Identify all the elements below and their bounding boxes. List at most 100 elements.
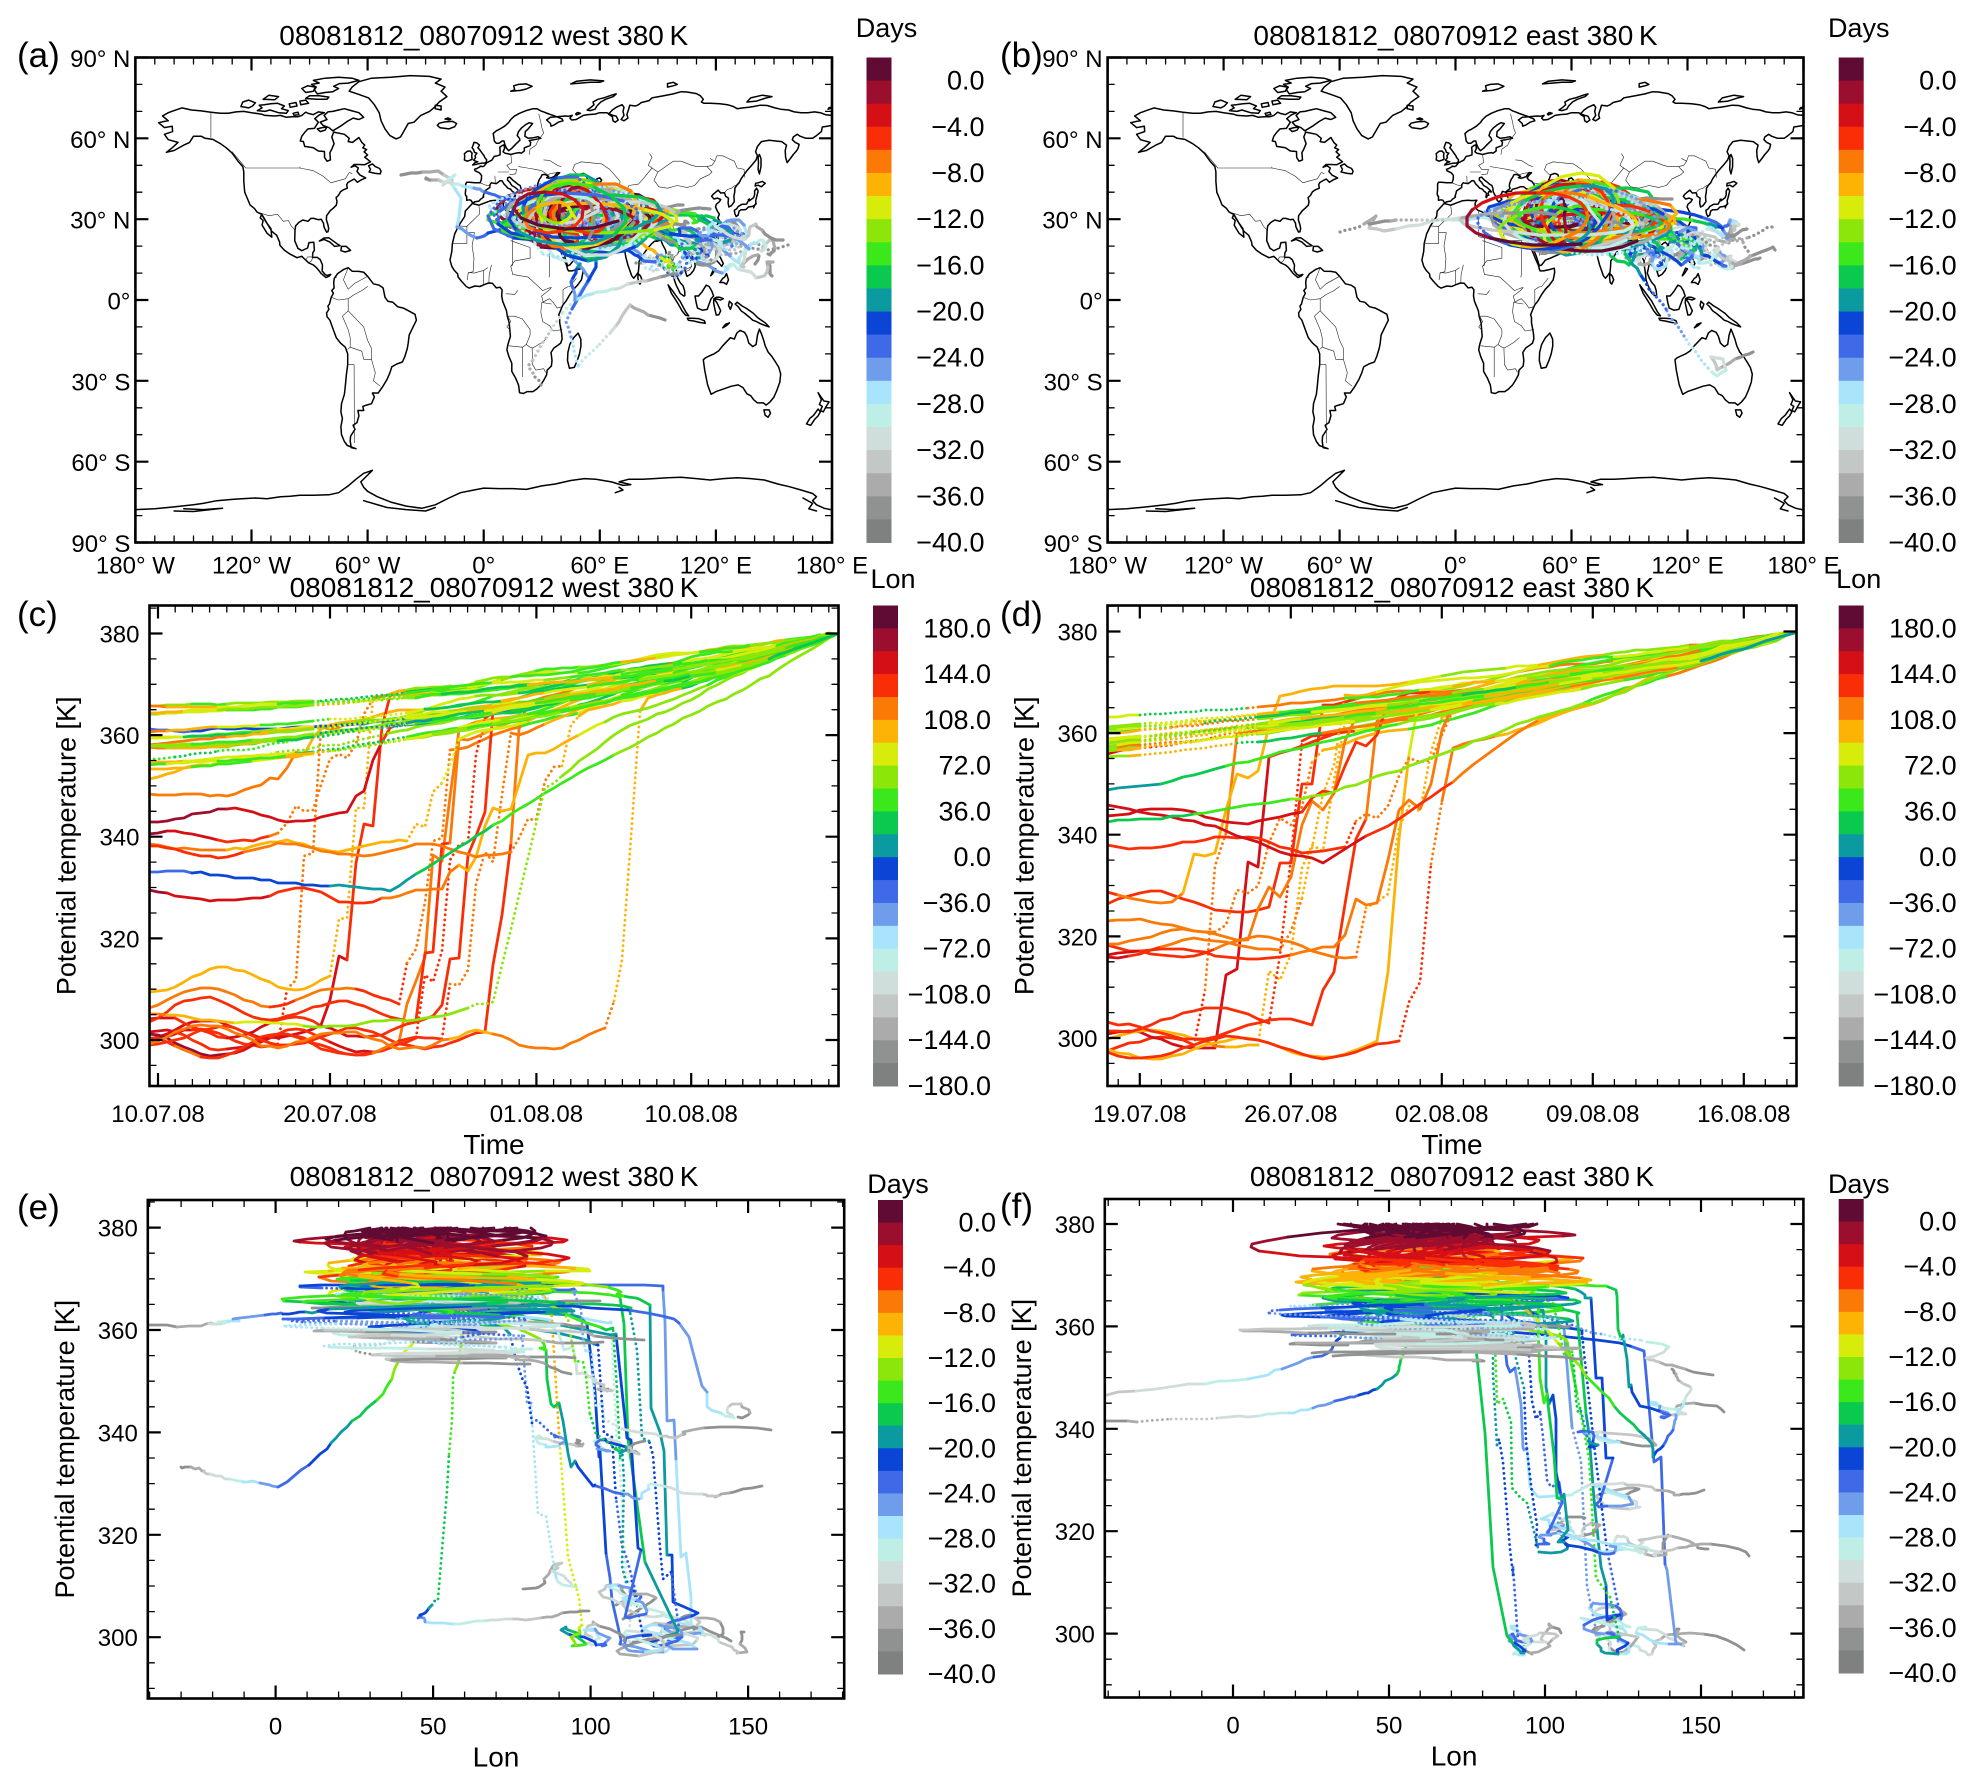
svg-text:150: 150 <box>1681 1713 1721 1740</box>
svg-text:0°: 0° <box>1444 553 1467 580</box>
svg-text:380: 380 <box>1055 1212 1095 1239</box>
svg-text:−12.0: −12.0 <box>1888 204 1956 234</box>
svg-text:08081812_08070912 east 380 K: 08081812_08070912 east 380 K <box>1250 1161 1655 1192</box>
svg-text:108.0: 108.0 <box>1889 705 1957 735</box>
svg-text:−12.0: −12.0 <box>1888 1342 1956 1372</box>
svg-text:72.0: 72.0 <box>1904 751 1957 781</box>
svg-text:−20.0: −20.0 <box>1888 1432 1956 1462</box>
svg-text:90° S: 90° S <box>1044 531 1103 558</box>
svg-text:−28.0: −28.0 <box>1888 389 1956 419</box>
svg-text:−20.0: −20.0 <box>916 297 984 327</box>
svg-text:320: 320 <box>98 1523 138 1550</box>
svg-text:0.0: 0.0 <box>947 66 985 96</box>
svg-text:320: 320 <box>1055 1519 1095 1546</box>
svg-text:−32.0: −32.0 <box>1888 1568 1956 1598</box>
svg-text:120° E: 120° E <box>680 553 752 580</box>
svg-text:−24.0: −24.0 <box>916 343 984 373</box>
svg-text:360: 360 <box>1057 721 1097 748</box>
svg-text:340: 340 <box>99 825 139 852</box>
svg-text:90° S: 90° S <box>71 531 130 558</box>
svg-text:(e): (e) <box>17 1188 60 1227</box>
svg-text:300: 300 <box>98 1625 138 1652</box>
svg-text:−20.0: −20.0 <box>1888 297 1956 327</box>
svg-text:−16.0: −16.0 <box>1888 250 1956 280</box>
svg-text:16.08.08: 16.08.08 <box>1697 1101 1790 1128</box>
svg-text:0.0: 0.0 <box>1919 842 1957 872</box>
svg-text:−36.0: −36.0 <box>928 1614 996 1644</box>
svg-text:90° N: 90° N <box>70 46 130 73</box>
svg-text:Lon: Lon <box>1836 564 1881 594</box>
svg-text:0.0: 0.0 <box>1919 1207 1957 1237</box>
svg-text:−8.0: −8.0 <box>1903 158 1956 188</box>
svg-text:72.0: 72.0 <box>938 751 991 781</box>
svg-text:−40.0: −40.0 <box>928 1659 996 1689</box>
svg-text:60° N: 60° N <box>1042 127 1102 154</box>
svg-text:320: 320 <box>99 926 139 953</box>
svg-text:0°: 0° <box>472 553 495 580</box>
svg-text:08081812_08070912 east 380 K: 08081812_08070912 east 380 K <box>1250 572 1655 603</box>
svg-text:0: 0 <box>1226 1713 1239 1740</box>
svg-text:−144.0: −144.0 <box>908 1025 991 1055</box>
svg-text:01.08.08: 01.08.08 <box>490 1101 583 1128</box>
svg-text:08081812_08070912 west 380 K: 08081812_08070912 west 380 K <box>290 572 699 603</box>
svg-text:08081812_08070912 west 380 K: 08081812_08070912 west 380 K <box>279 20 688 51</box>
svg-text:Days: Days <box>867 1169 929 1199</box>
svg-text:−28.0: −28.0 <box>1888 1523 1956 1553</box>
svg-text:300: 300 <box>1057 1026 1097 1053</box>
svg-text:−4.0: −4.0 <box>943 1253 996 1283</box>
svg-text:320: 320 <box>1057 924 1097 951</box>
svg-text:60° W: 60° W <box>1307 553 1373 580</box>
svg-text:−40.0: −40.0 <box>1888 528 1956 558</box>
svg-text:0.0: 0.0 <box>1919 66 1957 96</box>
svg-text:360: 360 <box>1055 1314 1095 1341</box>
svg-text:−32.0: −32.0 <box>928 1569 996 1599</box>
svg-text:−36.0: −36.0 <box>923 888 991 918</box>
svg-text:50: 50 <box>420 1714 447 1741</box>
svg-text:−36.0: −36.0 <box>1888 481 1956 511</box>
svg-text:30° N: 30° N <box>70 208 130 235</box>
svg-text:120° W: 120° W <box>212 553 291 580</box>
svg-text:10.07.08: 10.07.08 <box>111 1101 204 1128</box>
svg-text:19.07.08: 19.07.08 <box>1093 1101 1186 1128</box>
svg-text:360: 360 <box>99 723 139 750</box>
svg-text:30° N: 30° N <box>1042 208 1102 235</box>
svg-text:−12.0: −12.0 <box>916 204 984 234</box>
svg-text:Days: Days <box>1828 13 1890 43</box>
svg-text:Time: Time <box>1421 1129 1482 1160</box>
svg-text:−32.0: −32.0 <box>1888 435 1956 465</box>
svg-text:180° E: 180° E <box>1767 553 1839 580</box>
svg-text:(f): (f) <box>1000 1187 1033 1226</box>
svg-text:Potential temperature [K]: Potential temperature [K] <box>1007 1299 1037 1598</box>
svg-text:150: 150 <box>728 1714 768 1741</box>
svg-text:180° W: 180° W <box>1068 553 1147 580</box>
svg-text:Potential temperature [K]: Potential temperature [K] <box>1010 696 1040 995</box>
svg-text:300: 300 <box>1055 1622 1095 1649</box>
svg-text:−28.0: −28.0 <box>928 1524 996 1554</box>
svg-text:90° N: 90° N <box>1042 46 1102 73</box>
svg-text:0°: 0° <box>1080 289 1103 316</box>
svg-text:36.0: 36.0 <box>938 796 991 826</box>
svg-text:60° W: 60° W <box>335 553 401 580</box>
svg-text:60° S: 60° S <box>71 450 130 477</box>
svg-text:Potential temperature [K]: Potential temperature [K] <box>52 696 82 995</box>
svg-text:−180.0: −180.0 <box>908 1071 991 1101</box>
svg-text:−36.0: −36.0 <box>916 481 984 511</box>
svg-text:Time: Time <box>463 1129 524 1160</box>
svg-text:−28.0: −28.0 <box>916 389 984 419</box>
svg-text:100: 100 <box>1525 1713 1565 1740</box>
svg-text:Potential temperature [K]: Potential temperature [K] <box>50 1300 80 1599</box>
svg-text:60° N: 60° N <box>70 127 130 154</box>
svg-text:−16.0: −16.0 <box>928 1388 996 1418</box>
svg-text:−108.0: −108.0 <box>1873 980 1956 1010</box>
svg-text:144.0: 144.0 <box>1889 659 1957 689</box>
svg-text:30° S: 30° S <box>1044 369 1103 396</box>
svg-text:(c): (c) <box>17 595 58 634</box>
svg-text:−24.0: −24.0 <box>928 1478 996 1508</box>
svg-text:26.07.08: 26.07.08 <box>1244 1101 1337 1128</box>
svg-text:−16.0: −16.0 <box>916 250 984 280</box>
svg-text:60° S: 60° S <box>1044 450 1103 477</box>
svg-text:09.08.08: 09.08.08 <box>1546 1101 1639 1128</box>
svg-text:50: 50 <box>1376 1713 1403 1740</box>
svg-text:Lon: Lon <box>1431 1741 1478 1772</box>
svg-text:(b): (b) <box>1000 36 1043 75</box>
